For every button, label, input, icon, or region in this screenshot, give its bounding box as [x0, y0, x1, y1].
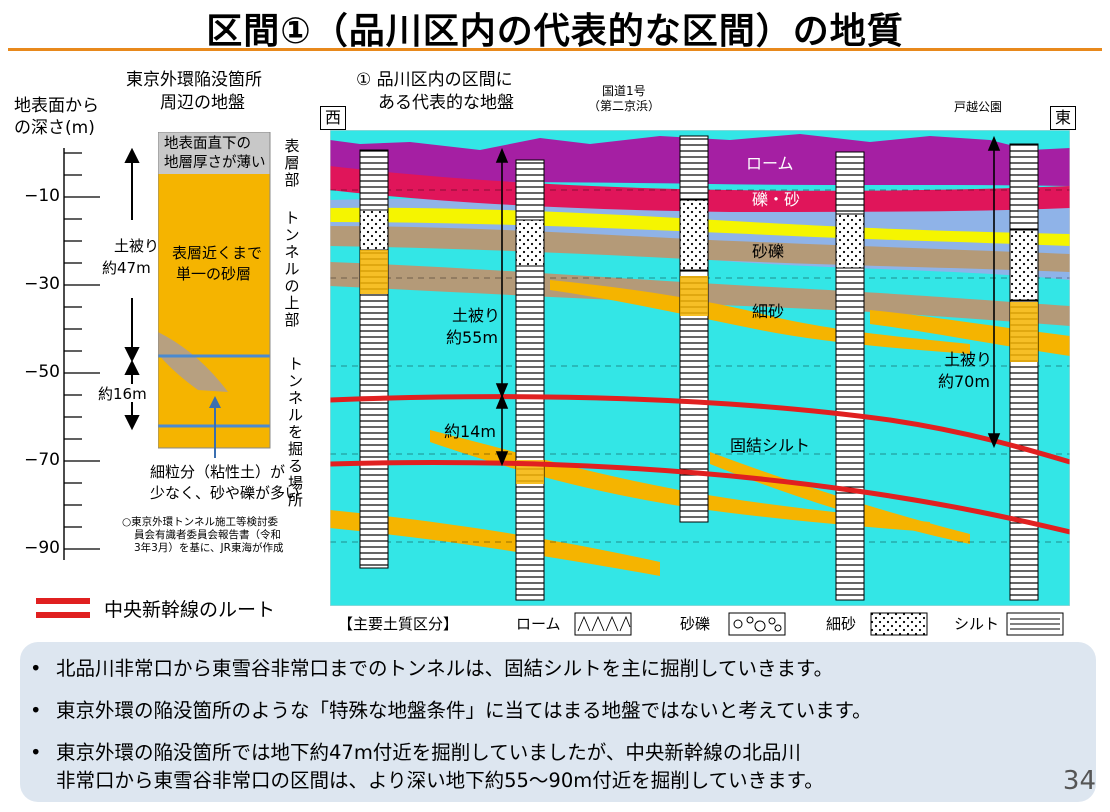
silt-layer-label: 固結シルト	[730, 436, 811, 455]
bullet-item: • 東京外環の陥没箇所では地下約47m付近を掘削していましたが、中央新幹線の北品川	[30, 741, 801, 764]
legend-loam-swatch	[574, 612, 632, 636]
source-note-2: 員会有識者委員会報告書（令和	[134, 529, 281, 541]
fine-sand-label: 細砂	[752, 302, 785, 321]
tick-label: −70	[24, 450, 60, 470]
fine-sand-layer	[550, 280, 970, 354]
bullet-box: • 北品川非常口から東雪谷非常口までのトンネルは、固結シルトを主に掘削していきます…	[20, 642, 1096, 802]
legend-loam-label: ローム	[516, 615, 561, 633]
route-legend-swatch	[36, 598, 90, 618]
route-legend-label: 中央新幹線のルート	[104, 599, 276, 621]
depth-axis-label: 地表面から	[14, 96, 99, 116]
gap-14-value: 約14m	[444, 422, 496, 441]
fine-note-arrow	[209, 396, 221, 458]
route-line-top	[330, 394, 1070, 465]
sandy-gravel-label: 砂礫	[752, 242, 785, 261]
road-label-sub: （第二京浜）	[588, 99, 661, 113]
legend-fine-sand-label: 細砂	[826, 615, 857, 633]
title-rule	[8, 48, 1102, 51]
tick-label: −90	[24, 538, 60, 558]
side-label-surface: 表層部	[284, 137, 300, 189]
bullet-item-continued: 非常口から東雪谷非常口の区間は、より深い地下約55～90m付近を掘削していきます…	[56, 769, 824, 792]
source-note-3: 3年3月）を基に、JR東海が作成	[134, 542, 284, 554]
soil-legend-title: 【主要土質区分】	[338, 615, 459, 633]
left-heading: 東京外環陥没箇所	[126, 70, 262, 90]
side-label-upper: トンネルの上部	[284, 209, 300, 329]
legend-gravel-swatch	[728, 612, 786, 636]
tick-label: −30	[24, 274, 60, 294]
right-heading-sub: ある代表的な地盤	[378, 93, 514, 113]
fine-note: 細粒分（粘性土）が	[150, 463, 286, 481]
tick-label: −10	[24, 186, 60, 206]
gaikan-cover-value: 約47m	[102, 259, 151, 277]
cover-55-label: 土被り	[452, 306, 501, 325]
sand-layer-label-2: 単一の砂層	[176, 265, 252, 283]
thin-surface-layer	[158, 132, 270, 174]
gravel-sand-layer	[330, 166, 1070, 212]
gaikan-excavation-range: 約16m	[98, 385, 147, 403]
borehole-3	[679, 135, 709, 523]
side-label-excavation: トンネルを掘る場所	[288, 355, 304, 509]
bullet-item: • 北品川非常口から東雪谷非常口までのトンネルは、固結シルトを主に掘削していきます…	[30, 657, 834, 680]
page-number: 34	[1062, 766, 1096, 796]
depth-scale	[63, 148, 100, 560]
borehole-5	[1009, 143, 1039, 601]
source-note: ○東京外環トンネル施工等検討委	[122, 516, 278, 528]
bullet-item: • 東京外環の陥没箇所のような「特殊な地盤条件」に当てはまる地盤ではないと考えてい…	[30, 699, 872, 722]
loam-layer-label: ローム	[746, 154, 794, 173]
sand-layer-label: 表層近くまで	[172, 244, 263, 262]
cover-arrows	[124, 148, 140, 431]
legend-silt-label: シルト	[954, 615, 1000, 633]
fine-sand-lens-deep-2	[330, 510, 660, 576]
legend-gravel-label: 砂礫	[680, 615, 711, 633]
east-label: 東	[1050, 106, 1077, 130]
left-heading-sub: 周辺の地盤	[160, 93, 245, 113]
legend-silt-swatch	[1006, 612, 1064, 636]
west-label: 西	[320, 106, 347, 130]
right-heading: ① 品川区内の区間に	[356, 70, 513, 90]
gaikan-cover-label: 土被り	[114, 237, 160, 255]
fine-soil-lens	[158, 332, 228, 392]
slide-title: 区間①（品川区内の代表的な区間）の地質	[206, 11, 904, 52]
cover-70-value: 約70m	[938, 372, 990, 391]
geologic-section	[330, 130, 1070, 606]
thin-layer-note: 地表面直下の	[164, 136, 251, 152]
park-label: 戸越公園	[954, 100, 1003, 114]
cover-70-label: 土被り	[944, 350, 993, 369]
gravel-sand-label: 礫・砂	[752, 190, 801, 209]
fine-note-2: 少なく、砂や礫が多い	[150, 484, 301, 502]
road-label: 国道1号	[602, 84, 646, 98]
fine-sand-lens-deep	[430, 430, 930, 532]
depth-axis-label-unit: の深さ(m)	[14, 118, 95, 138]
cover-55-value: 約55m	[446, 328, 498, 347]
thin-layer-note-2: 地層厚さが薄い	[164, 155, 266, 171]
tick-label: −50	[24, 362, 60, 382]
route-line-bottom	[330, 459, 1070, 535]
legend-fine-sand-swatch	[870, 612, 928, 636]
